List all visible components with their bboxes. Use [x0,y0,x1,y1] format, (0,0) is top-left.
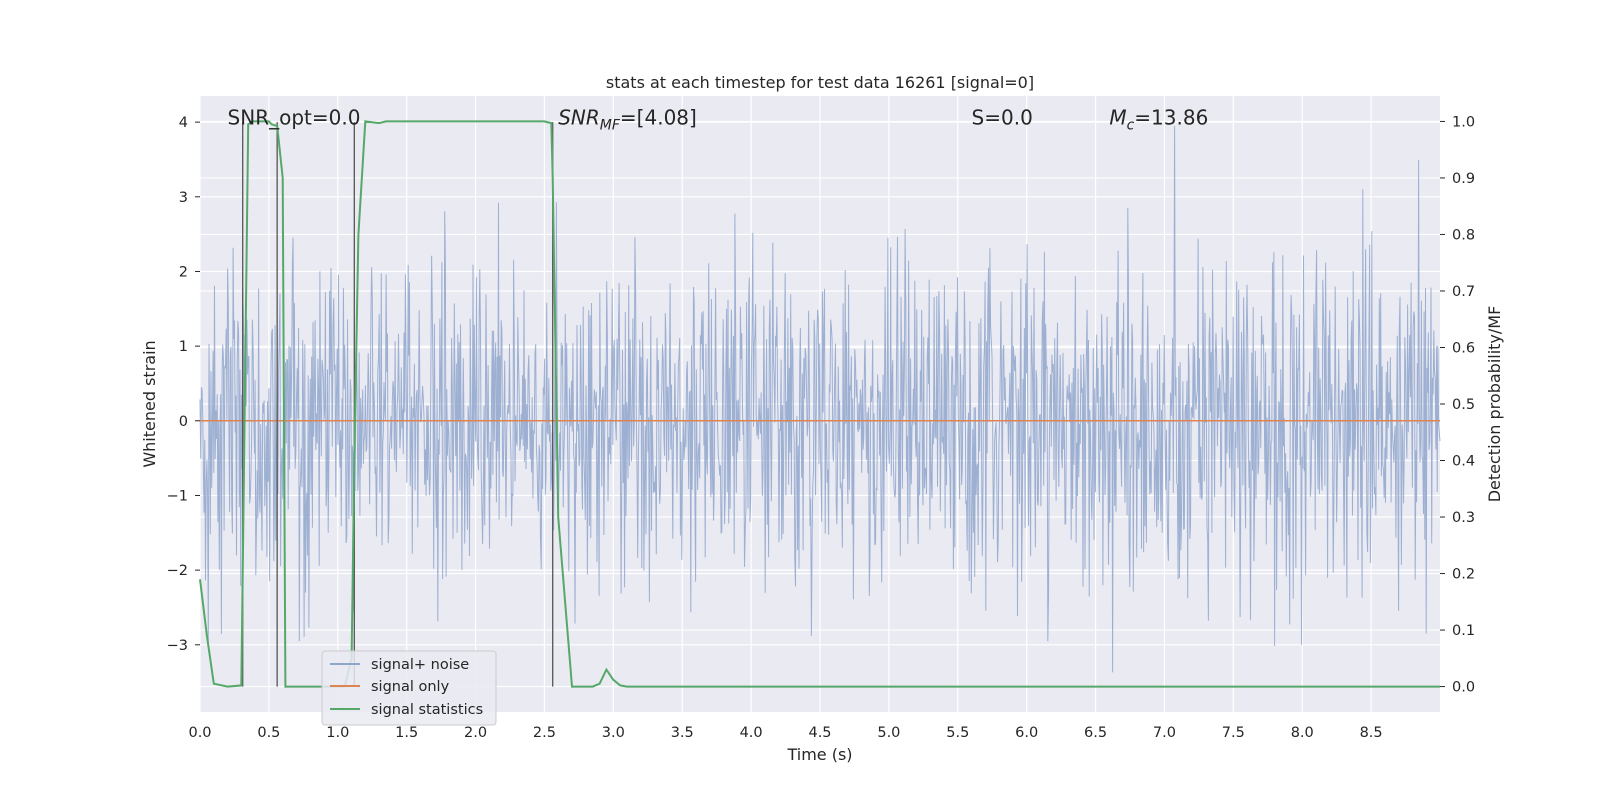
y-right-tick-label-2: 0.2 [1452,567,1475,583]
x-axis-ticks: 0.0 0.5 1.0 1.5 2.0 2.5 3.0 3.5 4.0 4.5 5.0 5.5 6.0 6… [188,725,1382,741]
x-tick-label-13: 6.5 [1084,725,1107,741]
legend-label-signal-only: signal only [371,679,450,695]
y-right-tick-label-3: 0.3 [1452,510,1475,526]
x-tick-label-10: 5.0 [877,725,900,741]
x-tick-label-12: 6.0 [1015,725,1038,741]
x-tick-label-7: 3.5 [671,725,694,741]
x-tick-label-8: 4.0 [740,725,763,741]
annotation-3: Mc=13.86 [1109,105,1208,133]
legend-box [321,650,497,726]
y-right-tick-label-1: 0.1 [1452,623,1475,639]
y-right-tick-label-5: 0.5 [1452,397,1475,413]
y-left-tick-label-0: −3 [167,638,188,654]
y-left-tick-label-2: −1 [167,488,188,504]
x-tick-label-14: 7.0 [1153,725,1176,741]
chart-title: stats at each timestep for test data 162… [606,73,1034,92]
annotation-1: SNRMF=[4.08] [558,105,697,133]
annotation-0: SNR_opt=0.0 [228,105,361,129]
x-tick-label-6: 3.0 [602,725,625,741]
x-tick-label-5: 2.5 [533,725,556,741]
x-tick-label-16: 8.0 [1291,725,1314,741]
legend-label-noise: signal+ noise [371,657,469,673]
y-right-tick-label-4: 0.4 [1452,454,1475,470]
y-right-tick-label-8: 0.8 [1452,227,1475,243]
x-tick-label-2: 1.0 [326,725,349,741]
x-tick-label-17: 8.5 [1360,725,1383,741]
signal-statistics-series [199,120,1440,688]
annotations: SNR_opt=0.0 SNRMF=[4.08] S=0.0 Mc=13.86 [228,105,1209,133]
x-tick-label-15: 7.5 [1222,725,1245,741]
y-left-tick-label-7: 4 [179,115,188,131]
signal-statistics-line [199,120,1440,688]
y-left-tick-label-5: 2 [179,264,188,280]
y-axis-left-label: Whitened strain [140,340,159,467]
y-axis-right-label: Detection probability/MF [1485,306,1504,503]
y-left-tick-label-3: 0 [179,414,188,430]
noise-trace [199,125,1441,673]
x-tick-label-4: 2.0 [464,725,487,741]
y-left-tick-label-6: 3 [179,190,188,206]
x-tick-label-1: 0.5 [257,725,280,741]
x-tick-label-0: 0.0 [188,725,211,741]
x-tick-label-3: 1.5 [395,725,418,741]
x-tick-label-9: 4.5 [808,725,831,741]
annotation-2: S=0.0 [972,105,1033,129]
y-axis-left-ticks: −3 −2 −1 0 1 2 3 4 [167,115,200,654]
legend-label-signal-statistics: signal statistics [371,702,483,718]
legend: signal+ noise signal only signal statist… [321,650,497,726]
y-left-tick-label-4: 1 [179,339,188,355]
x-tick-label-11: 5.5 [946,725,969,741]
y-axis-right-ticks: 0.0 0.1 0.2 0.3 0.4 0.5 0.6 0.7 0.8 0.9 1.0 [1440,114,1475,696]
x-axis-label: Time (s) [786,745,852,764]
y-right-tick-label-10: 1.0 [1452,114,1475,130]
noise-series [199,125,1441,673]
y-right-tick-label-7: 0.7 [1452,284,1475,300]
y-right-tick-label-9: 0.9 [1452,171,1475,187]
y-right-tick-label-0: 0.0 [1452,680,1475,696]
y-left-tick-label-1: −2 [167,563,188,579]
y-right-tick-label-6: 0.6 [1452,340,1475,356]
